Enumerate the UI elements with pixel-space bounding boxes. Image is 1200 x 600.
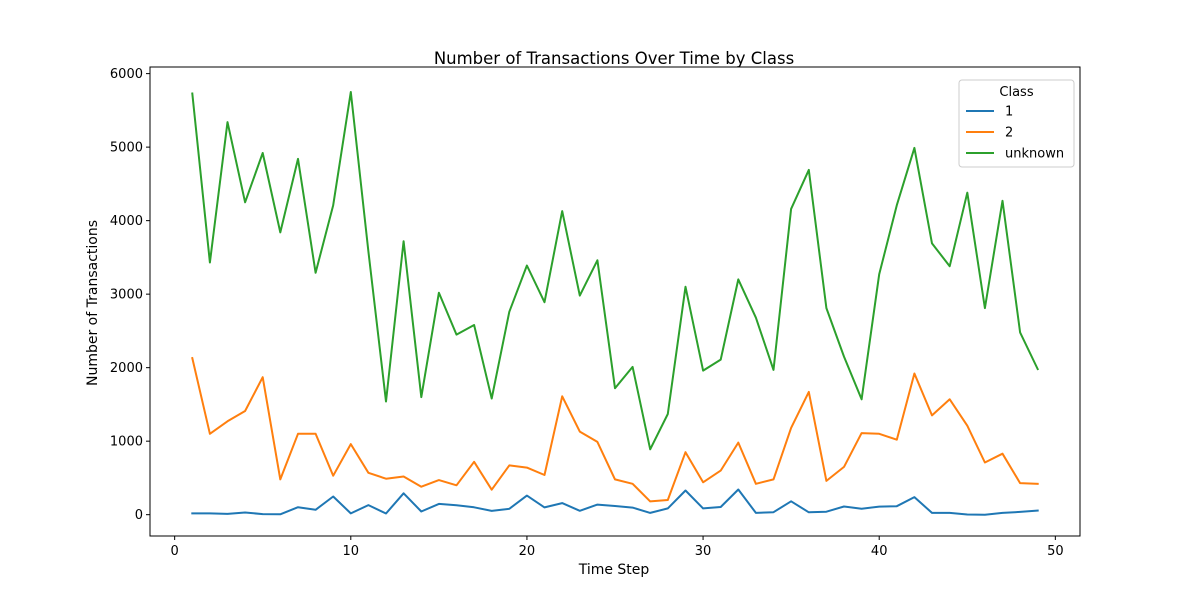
x-axis-title: Time Step [578,562,650,578]
y-axis: 0 1000 2000 3000 4000 5000 6000 [110,67,150,523]
x-tick-label: 20 [519,544,536,559]
chart-title: Number of Transactions Over Time by Clas… [434,49,794,68]
series-line-2 [191,356,1039,503]
legend-title: Class [999,85,1033,100]
legend-label: 1 [1005,105,1013,120]
x-tick-label: 0 [171,544,179,559]
legend: Class 1 2 unknown [958,79,1075,168]
plot-frame [149,66,1081,537]
y-tick-label: 3000 [110,288,143,303]
y-tick-label: 2000 [110,361,143,376]
legend-box [958,79,1075,168]
y-tick-label: 0 [135,508,143,523]
legend-label: unknown [1005,147,1064,162]
y-tick-label: 5000 [110,141,143,156]
series-lines [191,91,1040,516]
series-line-unknown [191,91,1040,451]
x-tick-label: 40 [871,544,888,559]
y-tick-label: 6000 [110,67,143,82]
series-line-1 [191,488,1039,516]
y-tick-label: 4000 [110,214,143,229]
y-tick-label: 1000 [110,435,143,450]
x-tick-label: 10 [343,544,360,559]
x-tick-label: 30 [695,544,712,559]
y-axis-title: Number of Transactions [85,220,101,386]
legend-label: 2 [1005,126,1013,141]
x-tick-label: 50 [1047,544,1064,559]
x-axis: 0 10 20 30 40 50 [171,536,1064,559]
